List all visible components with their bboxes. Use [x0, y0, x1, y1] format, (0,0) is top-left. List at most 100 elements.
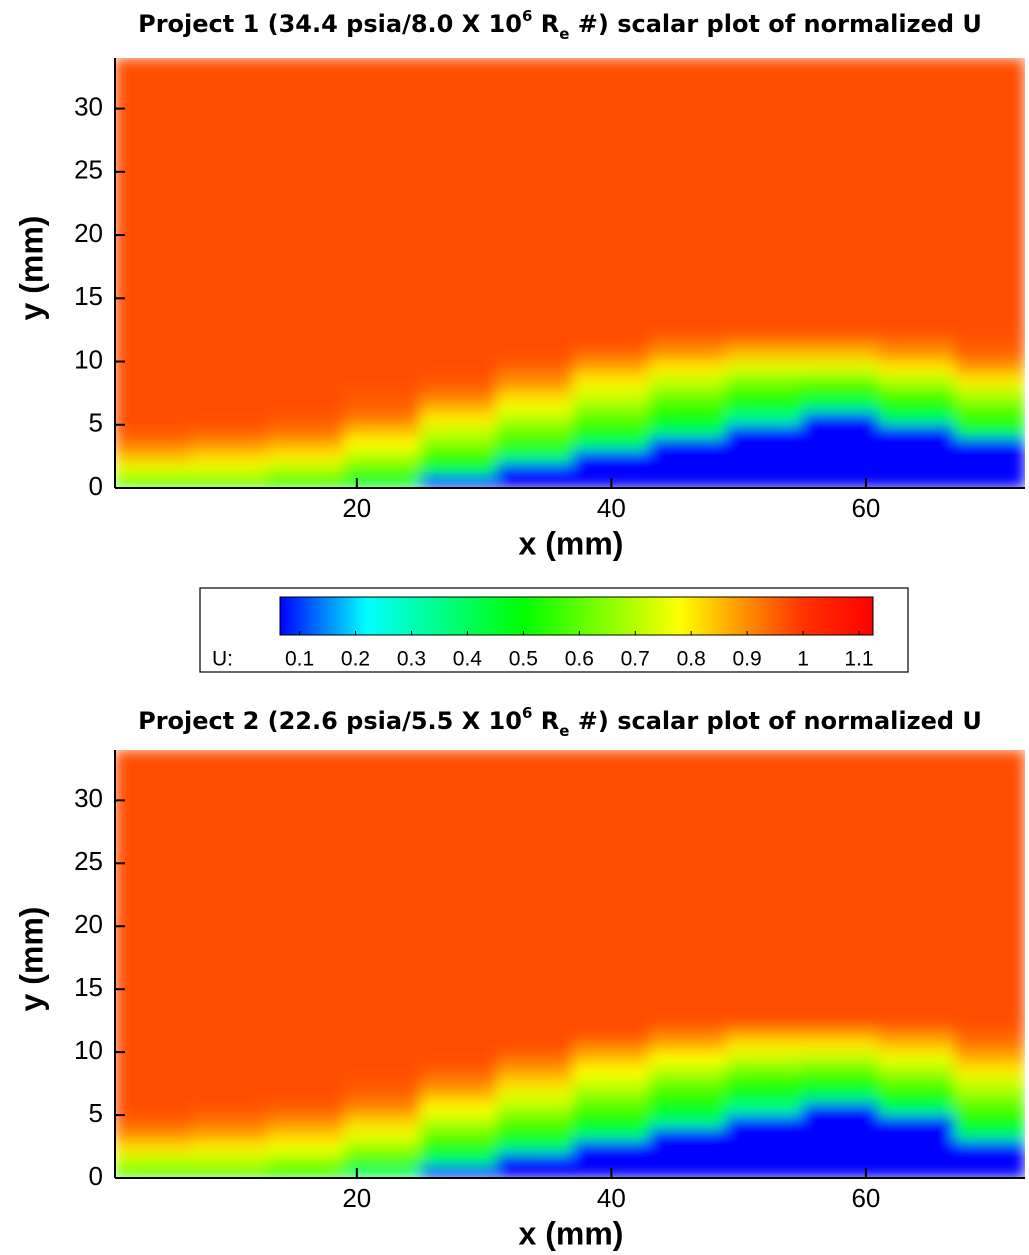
cell [496, 1064, 573, 1078]
cell [115, 58, 192, 337]
cell [955, 336, 1026, 350]
cell [573, 424, 650, 438]
colorbar-tick-label: 1 [797, 648, 809, 671]
cell [802, 1102, 879, 1116]
y-tick-label: 15 [74, 972, 103, 1002]
cell [955, 412, 1026, 426]
cell [115, 424, 192, 438]
cell [573, 374, 650, 388]
cell [267, 412, 344, 426]
cell [420, 1152, 497, 1166]
cell [267, 1039, 344, 1053]
cell [267, 1077, 344, 1091]
cell [955, 1127, 1026, 1141]
cell [115, 1052, 192, 1066]
cell [725, 412, 802, 426]
cell [573, 1115, 650, 1129]
cell [649, 1052, 726, 1066]
x-tick-label: 20 [342, 493, 371, 523]
cell [573, 58, 650, 337]
cell [878, 374, 955, 388]
cell [267, 1064, 344, 1078]
y-axis-label: y (mm) [13, 907, 49, 1012]
cell [802, 1026, 879, 1040]
x-tick-label: 60 [851, 493, 880, 523]
cell [115, 1089, 192, 1103]
cell [573, 361, 650, 375]
cell [496, 1152, 573, 1166]
cell [725, 450, 802, 464]
cell [878, 1026, 955, 1040]
cell [191, 1102, 268, 1116]
cell [955, 1026, 1026, 1040]
cell [802, 462, 879, 476]
y-axis-label: y (mm) [13, 216, 49, 321]
cell [267, 1026, 344, 1040]
cell [191, 475, 268, 489]
cell [573, 1089, 650, 1103]
cell [725, 1165, 802, 1179]
cell [955, 462, 1026, 476]
cell [267, 336, 344, 350]
colorbar-tick-label: 0.4 [453, 648, 483, 671]
title-part: e [559, 25, 569, 43]
cell [573, 386, 650, 400]
cell [344, 1039, 421, 1053]
cell [878, 750, 955, 1028]
cell [878, 1102, 955, 1116]
cell [344, 1115, 421, 1129]
cell [115, 1115, 192, 1129]
cell [115, 1102, 192, 1116]
cell [496, 424, 573, 438]
cell [725, 386, 802, 400]
cell [267, 386, 344, 400]
cell [420, 58, 497, 337]
cell [649, 1064, 726, 1078]
cell [115, 399, 192, 413]
cell [191, 1039, 268, 1053]
cell [955, 750, 1026, 1028]
cell [496, 475, 573, 489]
cell [267, 475, 344, 489]
cell [802, 1115, 879, 1129]
cell [115, 348, 192, 362]
cell [267, 399, 344, 413]
cell [191, 336, 268, 350]
cell [115, 1026, 192, 1040]
cell [649, 1026, 726, 1040]
cell [420, 1102, 497, 1116]
colorbar-tick-label: 0.6 [565, 648, 594, 671]
cell [878, 348, 955, 362]
cell [191, 437, 268, 451]
cell [267, 58, 344, 337]
cell [878, 1165, 955, 1179]
cell [955, 437, 1026, 451]
cell [725, 1127, 802, 1141]
cell [649, 336, 726, 350]
cell [955, 1115, 1026, 1129]
cell [496, 1115, 573, 1129]
cell [649, 462, 726, 476]
cell [725, 1115, 802, 1129]
colorbar-tick-label: 0.9 [733, 648, 762, 671]
y-tick-label: 30 [74, 91, 103, 121]
title-part: R [532, 707, 559, 735]
cell [955, 424, 1026, 438]
cell [802, 399, 879, 413]
cell [725, 1026, 802, 1040]
cell [573, 437, 650, 451]
cell [573, 1102, 650, 1116]
title-part: Project 1 (34.4 psia/8.0 X 10 [138, 10, 522, 38]
cell [344, 386, 421, 400]
cell [344, 750, 421, 1028]
x-axis-label: x (mm) [519, 1215, 624, 1251]
cell [267, 462, 344, 476]
colorbar-tick-label: 0.2 [341, 648, 370, 671]
cell [496, 1052, 573, 1066]
cell [420, 1140, 497, 1154]
colorbar [280, 597, 873, 635]
cell [725, 424, 802, 438]
cell [955, 450, 1026, 464]
cell [649, 450, 726, 464]
